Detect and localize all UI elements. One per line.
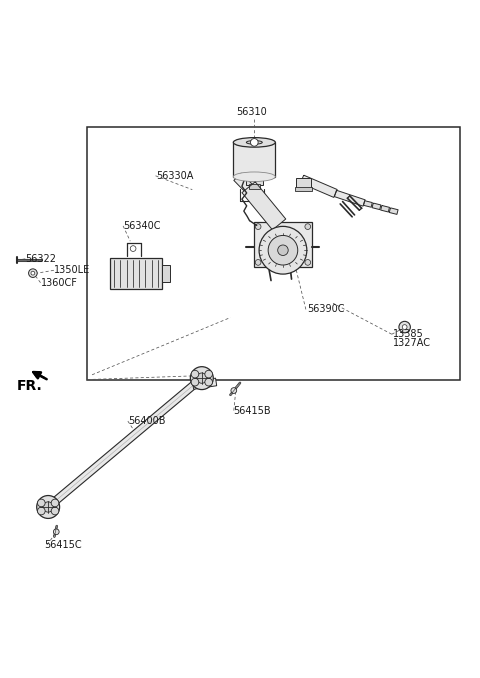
Circle shape (259, 226, 307, 274)
Circle shape (51, 499, 59, 506)
Circle shape (37, 499, 45, 506)
Bar (162, 265, 170, 282)
Bar (249, 184, 260, 189)
Text: 56415B: 56415B (233, 405, 270, 416)
Circle shape (37, 507, 45, 515)
Circle shape (255, 224, 261, 229)
Text: 56390C: 56390C (307, 304, 344, 315)
Polygon shape (192, 378, 216, 389)
Polygon shape (335, 191, 365, 206)
Bar (246, 177, 263, 185)
Text: 56330A: 56330A (156, 171, 194, 181)
Polygon shape (389, 208, 398, 214)
Bar (296, 178, 311, 188)
Circle shape (43, 502, 53, 512)
Text: 56400B: 56400B (128, 416, 165, 426)
Ellipse shape (233, 172, 276, 182)
Circle shape (205, 370, 213, 378)
Polygon shape (363, 201, 372, 207)
Text: 1327AC: 1327AC (393, 338, 431, 348)
Ellipse shape (233, 138, 276, 147)
Text: FR.: FR. (17, 379, 43, 393)
Circle shape (268, 235, 298, 265)
Polygon shape (242, 182, 286, 230)
Bar (233, 142, 276, 177)
Polygon shape (46, 375, 204, 510)
Text: 56310: 56310 (237, 107, 267, 117)
Circle shape (278, 245, 288, 256)
Circle shape (29, 269, 37, 277)
Polygon shape (300, 175, 337, 197)
Circle shape (191, 378, 199, 386)
Text: 56415C: 56415C (44, 540, 82, 550)
Circle shape (399, 321, 410, 333)
Text: 56340C: 56340C (123, 221, 161, 231)
Text: 56322: 56322 (25, 254, 56, 264)
Circle shape (197, 373, 207, 383)
Text: 1350LE: 1350LE (54, 265, 90, 275)
Circle shape (205, 378, 213, 386)
Circle shape (191, 370, 199, 378)
Text: 13385: 13385 (393, 330, 423, 339)
Bar (254, 222, 312, 267)
Bar (110, 258, 162, 289)
Circle shape (51, 507, 59, 515)
Circle shape (255, 260, 261, 265)
Circle shape (305, 260, 311, 265)
Circle shape (251, 138, 258, 146)
Bar (87, 127, 459, 380)
Circle shape (130, 245, 136, 252)
Circle shape (231, 388, 237, 393)
Circle shape (191, 367, 213, 390)
Circle shape (36, 496, 60, 519)
Circle shape (31, 271, 35, 275)
Circle shape (53, 529, 59, 535)
Bar (295, 187, 312, 191)
Polygon shape (381, 205, 389, 212)
Circle shape (305, 224, 311, 229)
Polygon shape (372, 203, 381, 210)
Text: 1360CF: 1360CF (40, 278, 77, 287)
Circle shape (402, 325, 407, 330)
Ellipse shape (246, 140, 262, 144)
Polygon shape (234, 173, 277, 217)
